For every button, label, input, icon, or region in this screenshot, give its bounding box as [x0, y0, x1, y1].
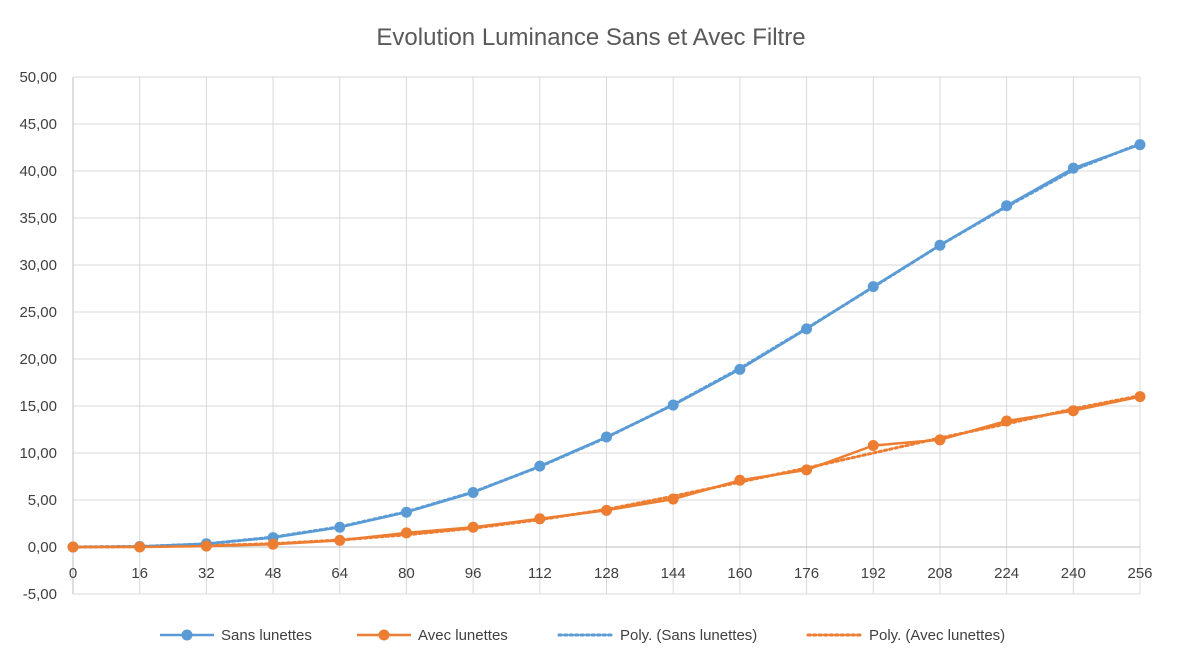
y-tick-label: 20,00	[19, 351, 57, 368]
legend-marker	[378, 629, 390, 641]
y-tick-label: 30,00	[19, 257, 57, 274]
x-tick-label: 48	[265, 565, 282, 582]
data-point	[601, 431, 612, 443]
y-tick-label: 5,00	[28, 492, 57, 509]
y-tick-label: 40,00	[19, 163, 57, 180]
y-tick-label: 35,00	[19, 210, 57, 227]
data-point	[1067, 162, 1079, 174]
data-point	[134, 541, 146, 553]
legend-label: Poly. (Sans lunettes)	[620, 627, 757, 644]
x-tick-label: 240	[1061, 565, 1086, 582]
data-point	[534, 513, 546, 525]
data-point	[334, 534, 346, 546]
x-tick-label: 128	[594, 565, 619, 582]
legend-label: Avec lunettes	[418, 627, 508, 644]
x-tick-label: 16	[131, 565, 148, 582]
data-point	[1001, 415, 1013, 427]
x-tick-label: 80	[398, 565, 415, 582]
data-point	[267, 538, 279, 550]
data-point	[1134, 139, 1146, 151]
x-tick-label: 0	[69, 565, 77, 582]
y-tick-label: 0,00	[28, 539, 57, 556]
x-tick-label: 96	[465, 565, 482, 582]
data-point	[801, 464, 813, 476]
data-point	[467, 486, 479, 498]
y-tick-label: 15,00	[19, 398, 57, 415]
x-tick-label: 32	[198, 565, 215, 582]
data-point	[1067, 405, 1079, 417]
x-tick-label: 160	[727, 565, 752, 582]
x-tick-label: 192	[861, 565, 886, 582]
series-markers	[67, 139, 1146, 553]
data-point	[667, 399, 679, 411]
x-tick-label: 224	[994, 565, 1019, 582]
data-point	[734, 363, 746, 375]
data-point	[934, 434, 946, 446]
x-tick-label: 176	[794, 565, 819, 582]
legend-label: Poly. (Avec lunettes)	[869, 627, 1005, 644]
data-point	[400, 527, 412, 539]
y-tick-label: 50,00	[19, 69, 57, 86]
y-tick-label: 10,00	[19, 445, 57, 462]
data-point	[867, 439, 879, 451]
y-tick-label: 25,00	[19, 304, 57, 321]
chart-title: Evolution Luminance Sans et Avec Filtre	[376, 24, 805, 51]
data-point	[667, 493, 679, 505]
y-tick-label: 45,00	[19, 116, 57, 133]
x-tick-label: 208	[927, 565, 952, 582]
data-point	[867, 281, 879, 293]
x-tick-label: 144	[661, 565, 686, 582]
legend-marker	[181, 629, 193, 641]
data-point	[601, 504, 612, 516]
legend-label: Sans lunettes	[221, 627, 312, 644]
data-point	[1134, 391, 1146, 403]
data-point	[1001, 200, 1013, 212]
data-point	[801, 323, 813, 335]
data-point	[534, 460, 546, 472]
x-axis-ticks: 0 16 32 48 64 80 96 112 128 144 160 176 192 208 224 240…	[69, 565, 1153, 582]
x-tick-label: 256	[1127, 565, 1152, 582]
x-tick-label: 64	[331, 565, 348, 582]
gridlines	[72, 76, 1141, 595]
y-tick-label: -5,00	[23, 586, 57, 603]
x-tick-label: 112	[528, 565, 552, 582]
data-point	[334, 521, 346, 533]
data-point	[400, 506, 412, 518]
data-point	[934, 239, 946, 251]
data-point	[200, 540, 212, 552]
legend: Sans lunettes Avec lunettes Poly. (Sans lu…	[160, 627, 1005, 644]
data-point	[734, 474, 746, 486]
y-axis-ticks: -5,00 0,00 5,00 10,00 15,00 20,00 25,00 30,00 35…	[19, 69, 57, 603]
data-point	[67, 541, 79, 553]
axes	[72, 77, 1140, 594]
data-point	[467, 521, 479, 533]
